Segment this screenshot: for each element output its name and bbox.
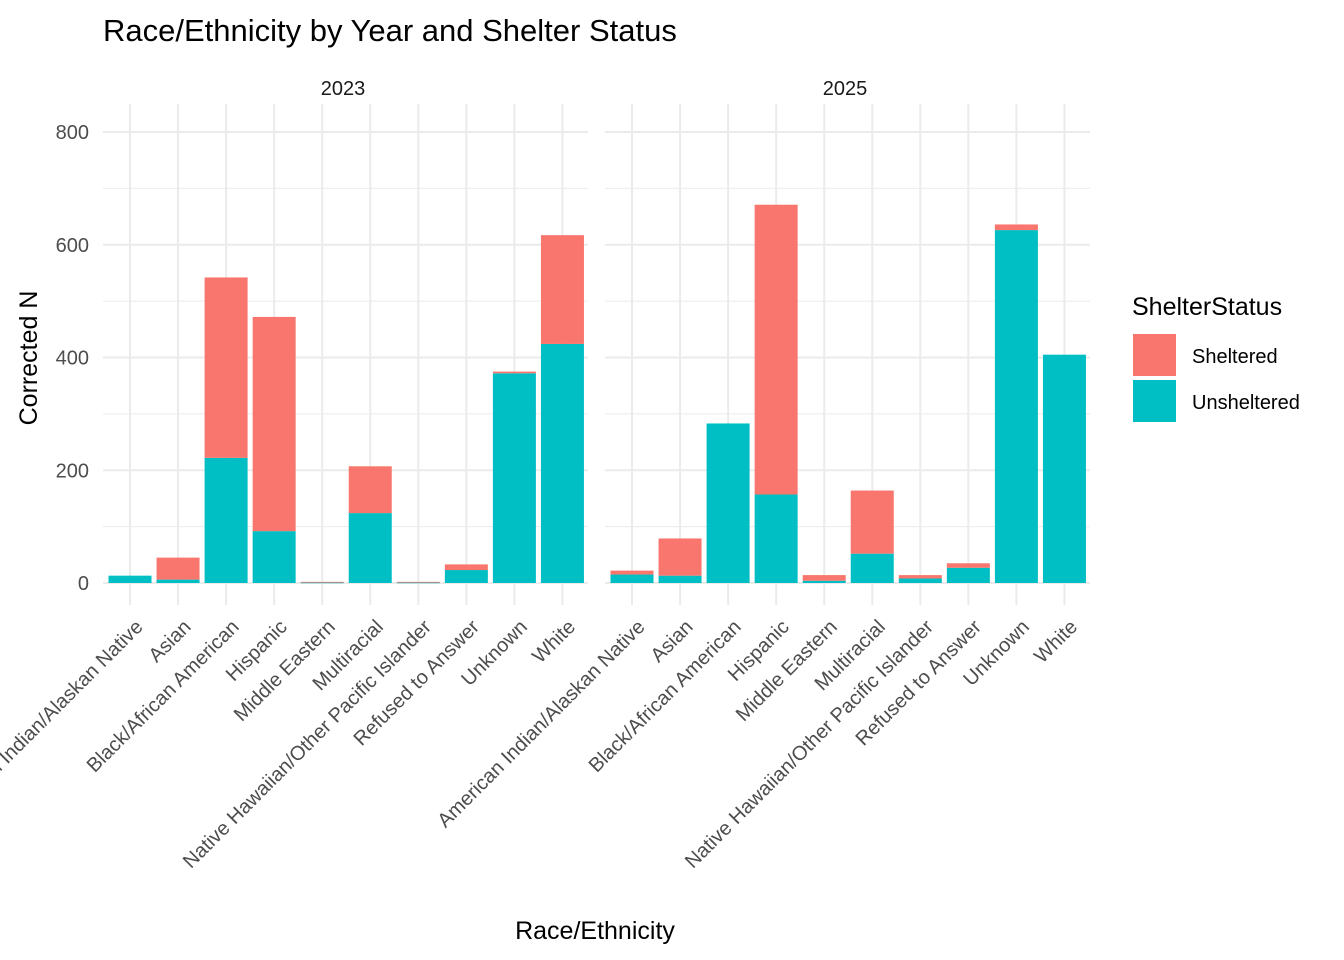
bar-unsheltered-native-hawaiian-other-pacific-islander — [898, 578, 942, 583]
bar-sheltered-native-hawaiian-other-pacific-islander — [898, 575, 942, 579]
bar-unsheltered-refused-to-answer — [444, 570, 488, 583]
bar-sheltered-white — [540, 235, 584, 344]
y-tick-label: 0 — [78, 573, 89, 595]
bar-unsheltered-asian — [156, 579, 200, 583]
legend: ShelterStatus Sheltered Unsheltered — [1132, 293, 1300, 422]
bar-unsheltered-black-african-american — [706, 423, 750, 583]
bar-unsheltered-american-indian-alaskan-native — [610, 574, 654, 583]
bar-unsheltered-middle-eastern — [802, 580, 846, 583]
bar-sheltered-refused-to-answer — [444, 564, 488, 571]
legend-swatch-sheltered — [1133, 334, 1176, 376]
bar-unsheltered-unknown — [994, 230, 1038, 583]
bar-sheltered-unknown — [492, 371, 536, 374]
bar-sheltered-hispanic — [754, 204, 798, 495]
bars — [108, 235, 584, 584]
bar-sheltered-black-african-american — [204, 277, 248, 458]
facet-strip-label: 2023 — [321, 78, 366, 100]
bar-sheltered-asian — [156, 557, 200, 580]
bar-unsheltered-native-hawaiian-other-pacific-islander — [396, 582, 440, 584]
bar-sheltered-american-indian-alaskan-native — [610, 570, 654, 575]
x-tick-label: White — [528, 616, 580, 668]
legend-swatch-unsheltered — [1133, 380, 1176, 422]
bar-unsheltered-american-indian-alaskan-native — [108, 575, 152, 583]
legend-label-unsheltered: Unsheltered — [1192, 392, 1300, 414]
bar-unsheltered-unknown — [492, 373, 536, 583]
facet-strip-label: 2025 — [823, 78, 868, 100]
x-tick-label: White — [1030, 616, 1082, 668]
bar-unsheltered-black-african-american — [204, 457, 248, 583]
bar-unsheltered-hispanic — [754, 494, 798, 583]
legend-label-sheltered: Sheltered — [1192, 346, 1278, 368]
bar-sheltered-multiracial — [348, 466, 392, 514]
bar-sheltered-asian — [658, 538, 702, 576]
y-tick-label: 800 — [56, 122, 89, 144]
x-tick-labels: American Indian/Alaskan NativeAsianBlack… — [0, 616, 580, 873]
legend-title: ShelterStatus — [1132, 293, 1282, 321]
bar-unsheltered-asian — [658, 575, 702, 583]
bar-sheltered-middle-eastern — [802, 575, 846, 581]
bar-sheltered-hispanic — [252, 316, 296, 532]
y-tick-label: 200 — [56, 460, 89, 482]
bar-sheltered-multiracial — [850, 490, 894, 554]
bar-sheltered-unknown — [994, 224, 1038, 231]
bar-unsheltered-hispanic — [252, 531, 296, 583]
bar-unsheltered-white — [540, 343, 584, 583]
bar-unsheltered-multiracial — [348, 513, 392, 583]
y-tick-labels: 0 200 400 600 800 — [56, 122, 89, 595]
legend-items: Sheltered Unsheltered — [1133, 334, 1300, 422]
y-axis-label: Corrected N — [15, 291, 43, 426]
bar-unsheltered-white — [1042, 354, 1086, 583]
bar-unsheltered-refused-to-answer — [946, 567, 990, 583]
bar-unsheltered-middle-eastern — [300, 582, 344, 584]
bar-sheltered-native-hawaiian-other-pacific-islander — [396, 581, 440, 583]
y-tick-label: 600 — [56, 235, 89, 257]
chart-title: Race/Ethnicity by Year and Shelter Statu… — [103, 13, 677, 48]
x-axis-label: Race/Ethnicity — [515, 917, 675, 945]
y-tick-label: 400 — [56, 348, 89, 370]
bars — [610, 204, 1086, 583]
bar-sheltered-middle-eastern — [300, 581, 344, 583]
bar-sheltered-refused-to-answer — [946, 563, 990, 568]
bar-unsheltered-multiracial — [850, 553, 894, 583]
